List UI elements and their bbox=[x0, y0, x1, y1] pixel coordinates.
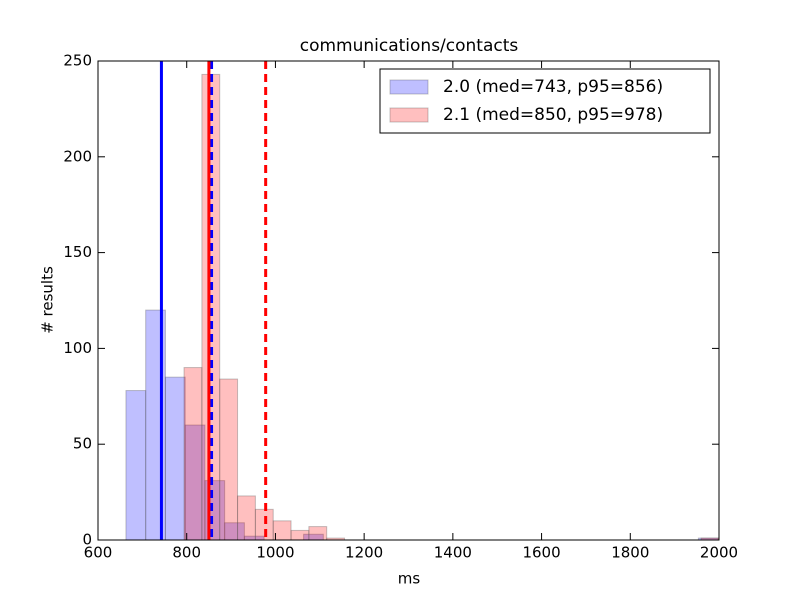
y-tick-label: 250 bbox=[63, 52, 92, 70]
y-tick-label: 100 bbox=[63, 339, 92, 357]
plot-frame bbox=[97, 60, 720, 541]
y-tick-label: 0 bbox=[82, 531, 92, 549]
legend-box bbox=[379, 68, 711, 134]
x-tick-label: 800 bbox=[172, 544, 201, 562]
x-tick-label: 1400 bbox=[434, 544, 472, 562]
y-tick-label: 150 bbox=[63, 243, 92, 261]
histogram-bar bbox=[290, 529, 310, 541]
x-tick-label: 1200 bbox=[345, 544, 383, 562]
x-tick-label: 1600 bbox=[522, 544, 560, 562]
x-tick-label: 600 bbox=[84, 544, 113, 562]
legend-label: 2.1 (med=850, p95=978) bbox=[443, 105, 663, 125]
histogram-bar bbox=[308, 526, 328, 541]
x-axis-label: ms bbox=[398, 570, 421, 588]
x-tick-label: 2000 bbox=[700, 544, 738, 562]
legend-swatch bbox=[389, 79, 429, 95]
histogram-bar bbox=[125, 390, 147, 541]
chart-title: communications/contacts bbox=[300, 36, 519, 56]
x-tick-label: 1000 bbox=[256, 544, 294, 562]
x-tick-label: 1800 bbox=[611, 544, 649, 562]
histogram-bar bbox=[237, 495, 256, 541]
y-tick-label: 200 bbox=[63, 147, 92, 165]
legend: 2.0 (med=743, p95=856) 2.1 (med=850, p95=… bbox=[379, 68, 711, 134]
y-axis-label: # results bbox=[39, 266, 57, 334]
histogram-bar bbox=[164, 376, 186, 541]
y-tick-label: 50 bbox=[73, 435, 92, 453]
legend-swatch bbox=[389, 107, 429, 123]
histogram-bar bbox=[183, 367, 203, 541]
legend-label: 2.0 (med=743, p95=856) bbox=[443, 77, 663, 97]
histogram-bar bbox=[219, 378, 239, 541]
